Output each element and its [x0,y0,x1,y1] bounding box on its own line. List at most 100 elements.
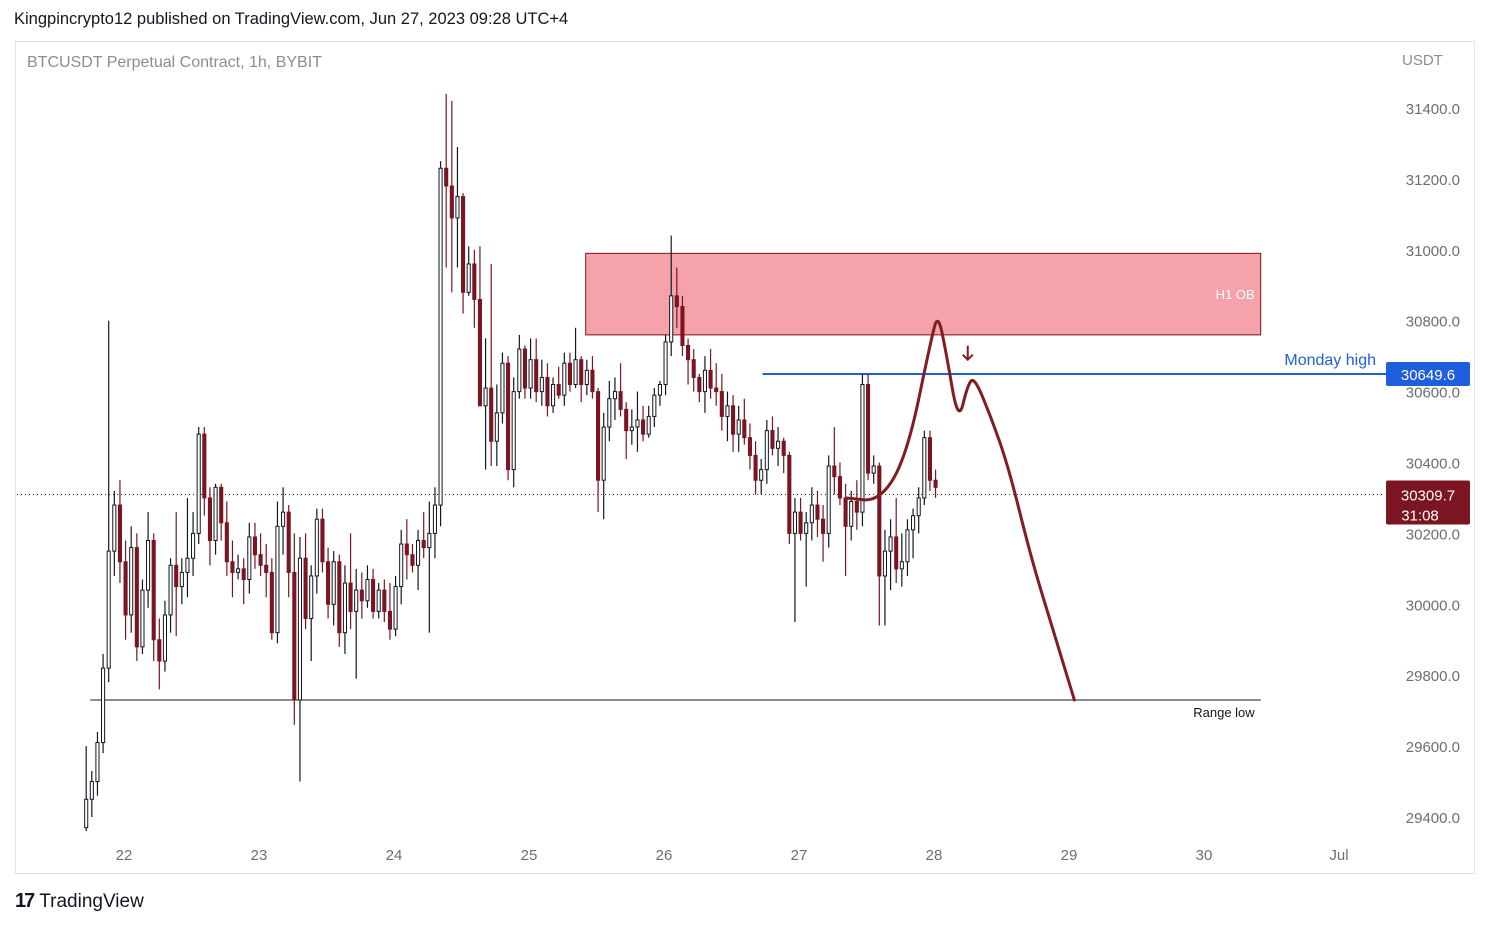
candle [731,395,736,452]
candle [106,320,111,683]
candle [112,490,117,576]
candle [185,497,190,598]
candle [927,430,932,491]
candle [252,522,257,569]
candle [551,377,556,413]
chart-frame [15,41,1475,874]
x-tick-label: 26 [656,847,673,864]
candle [393,575,398,637]
x-tick-label: Jul [1329,847,1348,864]
y-tick-label: 31200.0 [1406,172,1460,189]
candle [601,412,606,520]
candle [123,540,128,640]
range-low-label: Range low [1193,705,1255,720]
candle [421,512,426,559]
price-badges: 30649.6 30309.7 31:08 [1386,362,1470,525]
chart-annotations: H1 OB Monday high Range low [17,252,1391,720]
candle [95,731,100,796]
candle [809,487,814,541]
monday-high-badge-text: 30649.6 [1401,367,1455,384]
time-axis: 22 23 24 25 26 27 28 29 30 Jul [116,847,1349,864]
x-tick-label: 22 [116,847,133,864]
y-tick-label: 29600.0 [1406,739,1460,756]
candle [146,512,151,608]
candle [157,618,162,690]
candle [635,391,640,452]
x-tick-label: 30 [1196,847,1213,864]
candle [168,558,173,633]
candle [494,384,499,467]
monday-high-badge [1386,362,1470,387]
candle [837,462,842,506]
candle [866,373,871,481]
candle [365,565,370,608]
candle [714,363,719,406]
candle [489,263,494,467]
candle [534,338,539,403]
candle [860,373,865,527]
published-line: Kingpincrypto12 published on TradingView… [14,10,569,28]
candle [500,352,505,424]
candle [286,505,291,598]
y-tick-label: 30000.0 [1406,597,1460,614]
candle [432,487,437,559]
candle [776,427,781,467]
candle [725,391,730,442]
candle [466,246,471,296]
candle [162,600,167,672]
candle [264,544,269,598]
candle [770,416,775,456]
candle [241,558,246,605]
candle [792,497,797,623]
candle [764,419,769,484]
candle [832,427,837,495]
candle [309,565,314,662]
tradingview-logo[interactable]: 17 TradingView [15,890,144,913]
candle [567,352,572,392]
candle [427,501,432,633]
x-tick-label: 27 [791,847,808,864]
ob-zone[interactable] [585,252,1262,336]
candle [151,533,156,662]
candle [416,529,421,591]
candlesticks [84,93,938,832]
bar-countdown-text: 31:08 [1401,508,1439,525]
candle [236,554,241,580]
candle [337,554,342,647]
candle [877,462,882,626]
candle [612,377,617,420]
candle [922,430,927,506]
candle [894,497,899,584]
candle [691,349,696,392]
candle [314,508,319,594]
ob-zone-label: H1 OB [1216,287,1255,302]
candle [607,380,612,442]
last-price-badge [1386,480,1470,525]
candle [624,402,629,459]
candle [821,505,826,562]
candle [556,366,561,399]
candle [798,497,803,541]
candle [719,373,724,431]
candle [759,458,764,495]
candle [477,246,482,407]
arrow-down-icon [962,345,974,362]
candle [686,338,691,385]
projection-curve[interactable] [844,319,1076,702]
candle [646,405,651,438]
candle [438,161,443,527]
candle [854,480,859,530]
candle [410,544,415,573]
candle [196,427,201,545]
candle [579,356,584,403]
candle [652,388,657,428]
candle [269,558,274,640]
candle [539,359,544,406]
candle [371,568,376,619]
monday-high-label: Monday high [1284,352,1376,369]
candle [888,519,893,591]
candle [387,583,392,640]
candle [140,579,145,654]
candle [674,267,679,328]
